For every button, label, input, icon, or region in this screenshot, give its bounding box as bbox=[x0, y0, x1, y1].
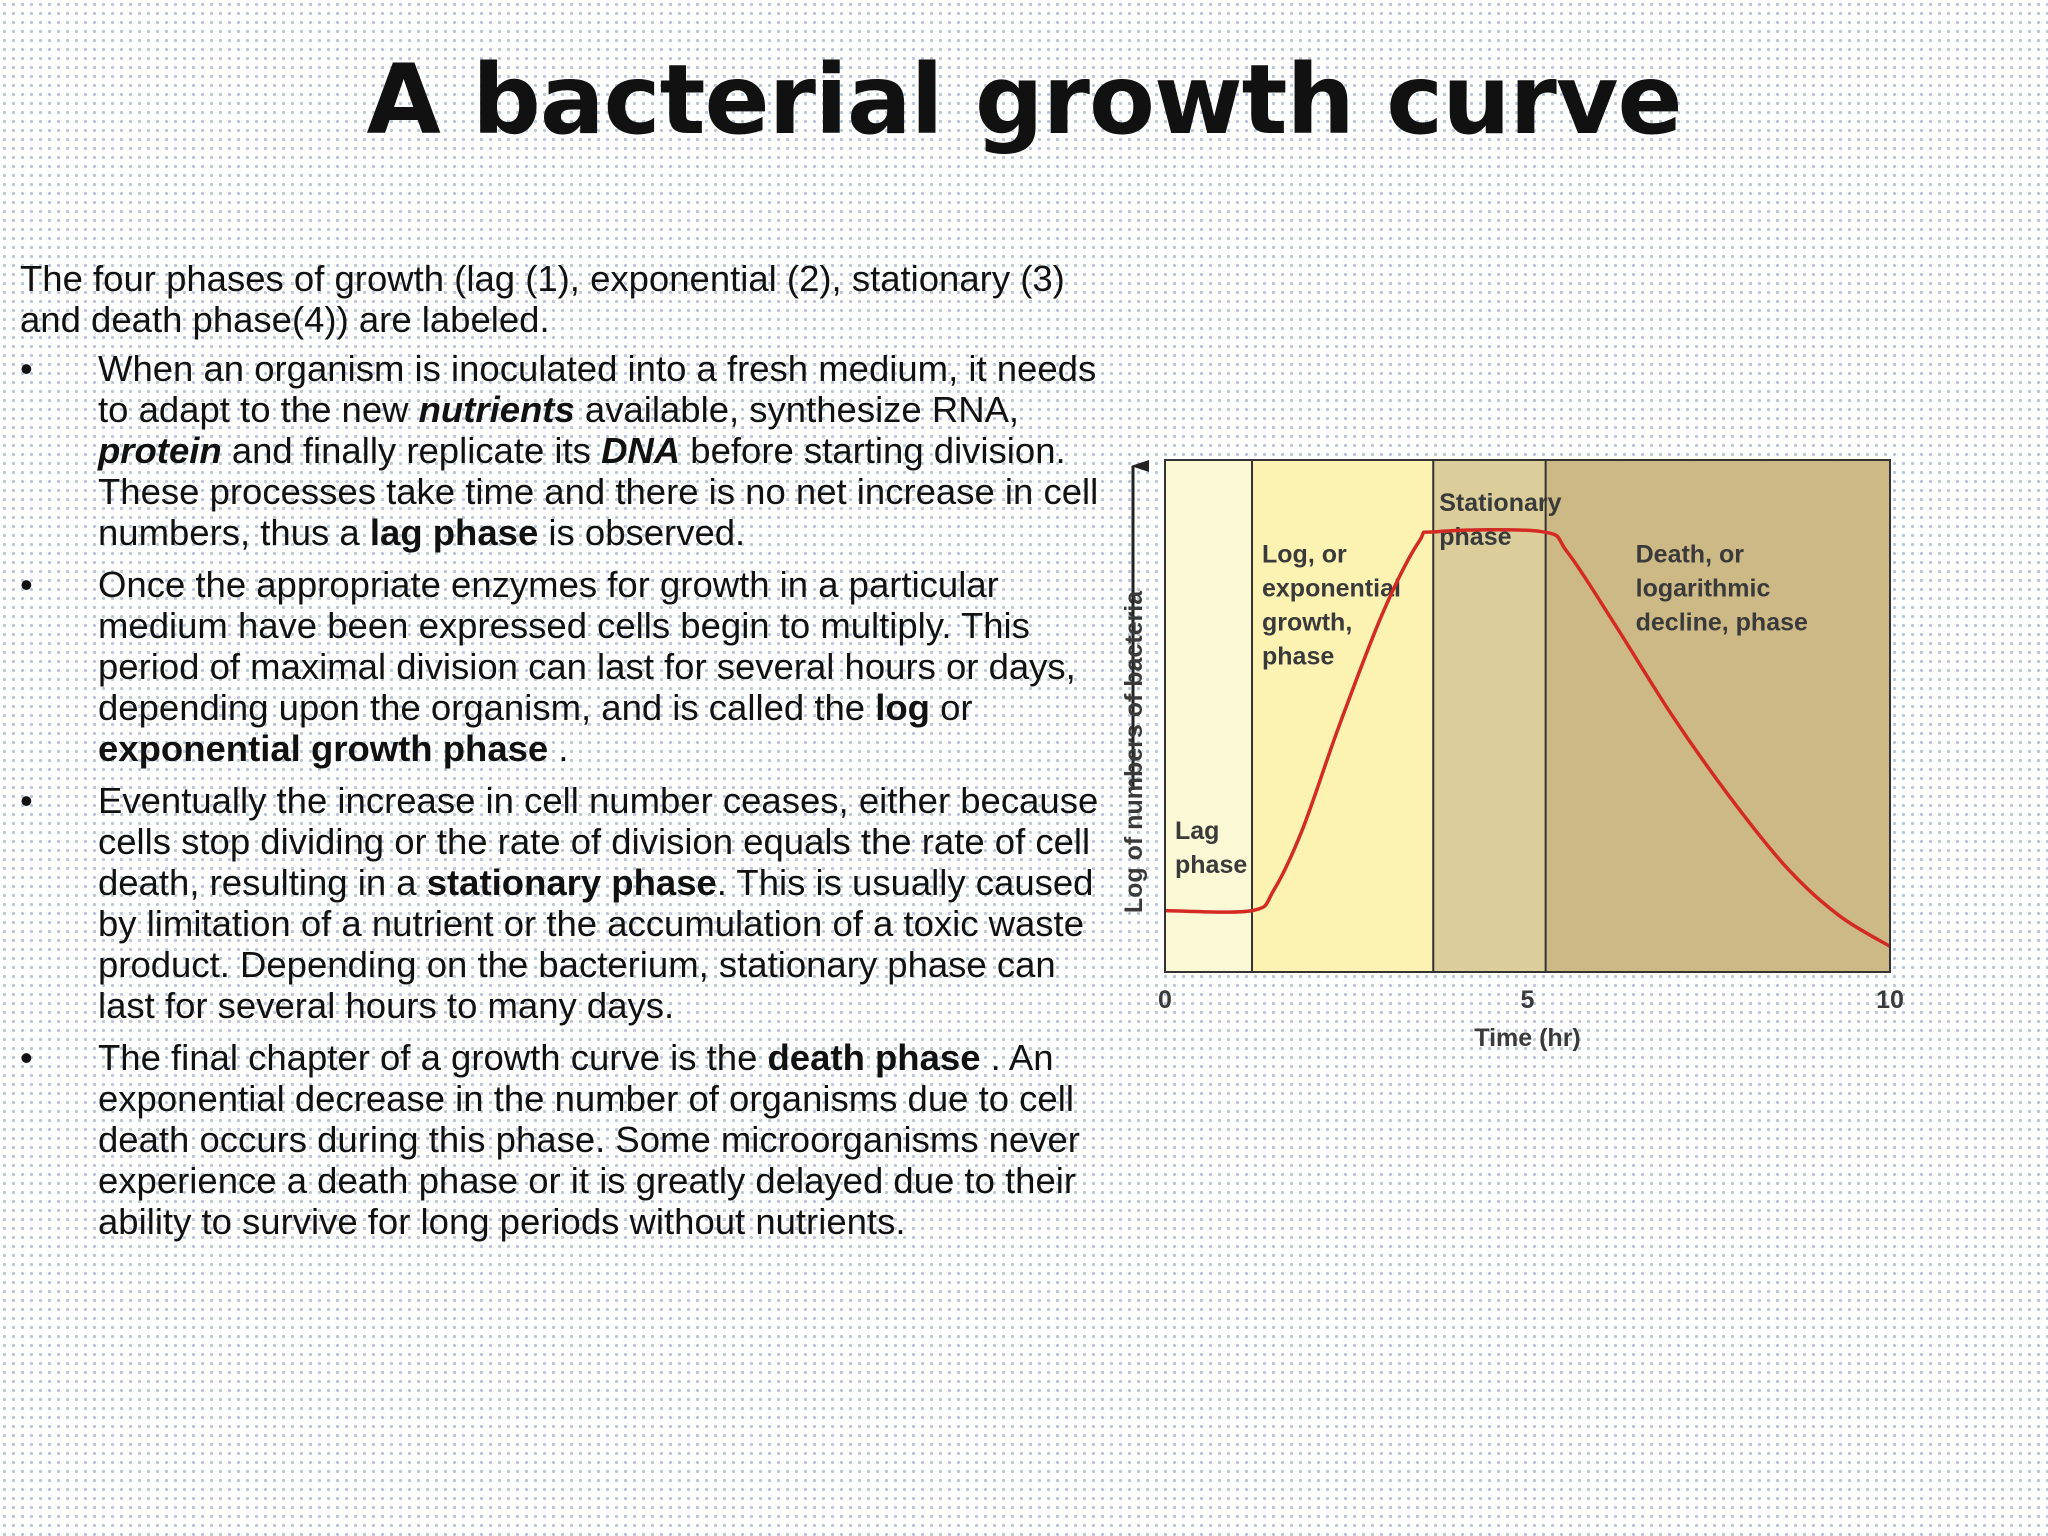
phase-label: growth, bbox=[1262, 608, 1352, 636]
x-tick-label: 5 bbox=[1521, 986, 1535, 1014]
phase-label: Death, or bbox=[1636, 540, 1745, 568]
emphasis-text: nutrients bbox=[418, 389, 575, 430]
bullet-text: Eventually the increase in cell number c… bbox=[98, 780, 1099, 903]
phase-band bbox=[1433, 460, 1546, 972]
bullet-text: . This is usually caused by limitation o… bbox=[98, 862, 1094, 1026]
phase-label: phase bbox=[1439, 523, 1511, 551]
x-axis-label: Time (hr) bbox=[1474, 1024, 1581, 1052]
emphasis-text: protein bbox=[98, 430, 222, 471]
phase-label: logarithmic bbox=[1636, 574, 1771, 602]
emphasis-text: exponential growth phase bbox=[98, 728, 549, 769]
phase-labels: Lag phase Log, or exponential growth, phase St… bbox=[1175, 489, 1808, 879]
bullet-text: available, synthesize RNA, bbox=[574, 389, 1020, 430]
slide-body: The four phases of growth (lag (1), expo… bbox=[20, 258, 1100, 1253]
y-axis-label: Log of numbers of bacteria bbox=[1120, 590, 1148, 913]
bullet-text: When an organism is inoculated into a fr… bbox=[98, 348, 1097, 430]
bullet-text: or bbox=[929, 687, 973, 728]
bullet-text: before starting division. These processe… bbox=[98, 430, 1099, 553]
phase-label: phase bbox=[1175, 851, 1247, 879]
bullet-text: . An exponential decrease in the number … bbox=[98, 1037, 1080, 1242]
emphasis-text: log bbox=[875, 687, 930, 728]
x-tick-labels: 0 5 10 bbox=[1158, 986, 1904, 1014]
emphasis-text: lag phase bbox=[369, 512, 539, 553]
phase-label: Log, or bbox=[1262, 540, 1347, 568]
bullet-item: • When an organism is inoculated into a f… bbox=[20, 348, 1100, 553]
phase-band bbox=[1165, 460, 1252, 972]
bullet-item: • Eventually the increase in cell number … bbox=[20, 780, 1100, 1026]
bullet-text: The final chapter of a growth curve is t… bbox=[98, 1037, 768, 1078]
emphasis-text: DNA bbox=[601, 430, 681, 471]
x-tick-label: 10 bbox=[1876, 986, 1904, 1014]
slide-title: A bacterial growth curve bbox=[366, 44, 1682, 156]
phase-label: decline, phase bbox=[1636, 608, 1808, 636]
bullet-text: is observed. bbox=[538, 512, 746, 553]
emphasis-text: stationary phase bbox=[426, 862, 717, 903]
phase-label: Stationary bbox=[1439, 489, 1561, 517]
bullet-glyph: • bbox=[20, 348, 33, 389]
bullet-text: . bbox=[548, 728, 569, 769]
bullet-glyph: • bbox=[20, 1037, 33, 1078]
phase-band bbox=[1545, 460, 1890, 972]
bullet-item: • Once the appropriate enzymes for growth… bbox=[20, 564, 1100, 769]
growth-curve-line bbox=[1164, 527, 1891, 948]
bullet-item: • The final chapter of a growth curve is … bbox=[20, 1037, 1100, 1242]
bullet-text: and finally replicate its bbox=[221, 430, 602, 471]
phase-label: phase bbox=[1262, 642, 1334, 670]
phase-bands bbox=[1165, 460, 1890, 972]
x-tick-label: 0 bbox=[1158, 986, 1172, 1014]
bullet-list: • When an organism is inoculated into a f… bbox=[20, 348, 1100, 1242]
bullet-text: Once the appropriate enzymes for growth … bbox=[98, 564, 1076, 728]
phase-label: Lag bbox=[1175, 817, 1219, 845]
plot-frame bbox=[1164, 459, 1891, 973]
phase-label: exponential bbox=[1262, 574, 1401, 602]
growth-curve-chart: Lag phase Log, or exponential growth, phase St… bbox=[1120, 459, 1904, 1052]
bullet-glyph: • bbox=[20, 780, 33, 821]
emphasis-text: death phase bbox=[767, 1037, 981, 1078]
phase-dividers bbox=[1251, 460, 1547, 972]
bullet-glyph: • bbox=[20, 564, 33, 605]
intro-paragraph: The four phases of growth (lag (1), expo… bbox=[20, 258, 1065, 340]
